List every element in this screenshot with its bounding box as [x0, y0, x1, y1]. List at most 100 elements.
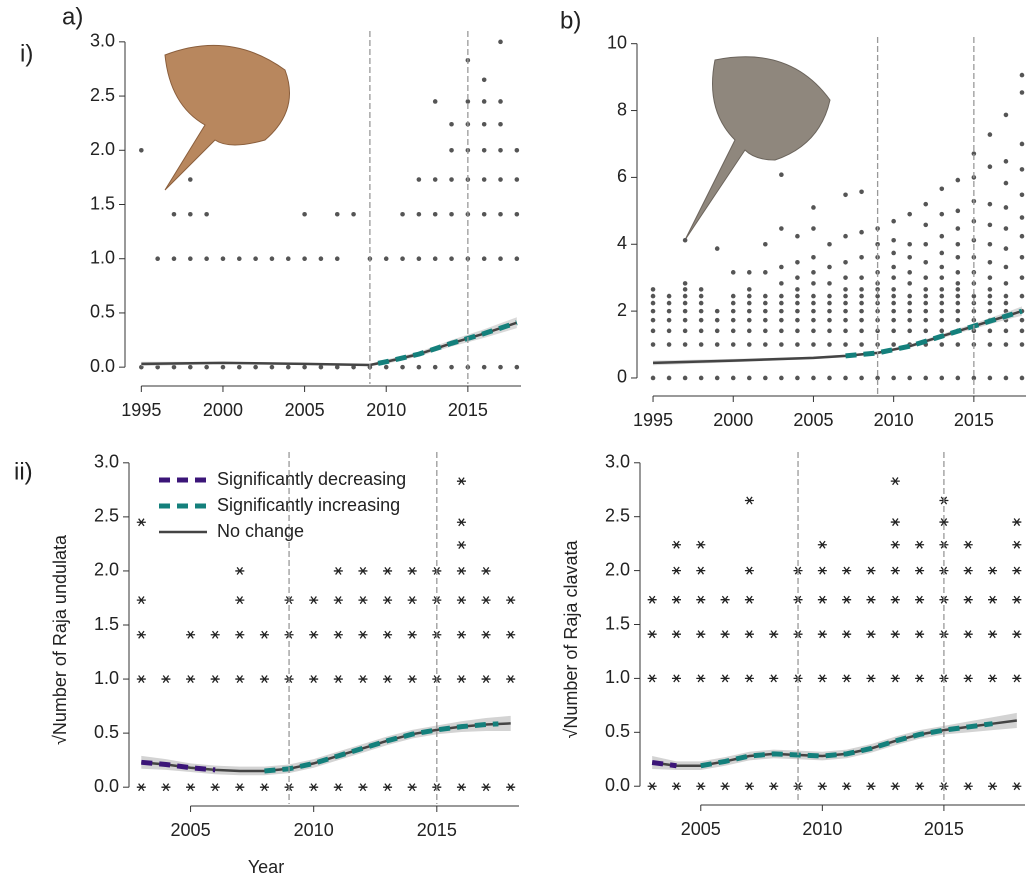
panel-label: ii): [14, 458, 33, 485]
point: [859, 254, 864, 260]
point: [1012, 518, 1022, 527]
point: [842, 595, 852, 604]
confidence-band: [652, 712, 1017, 771]
point: [779, 281, 784, 286]
point: [650, 342, 656, 347]
point: [1012, 540, 1022, 549]
point: [827, 375, 832, 381]
point: [647, 595, 657, 604]
point: [843, 233, 848, 239]
point: [498, 364, 503, 370]
point: [955, 300, 961, 306]
point: [188, 211, 193, 217]
point: [939, 293, 945, 299]
point: [506, 675, 516, 684]
point: [449, 147, 454, 153]
y-tick-label: 0.0: [94, 776, 119, 796]
point: [843, 287, 848, 292]
point: [1003, 328, 1009, 334]
point: [514, 177, 520, 182]
point: [449, 364, 454, 370]
point: [1003, 375, 1009, 381]
point: [1019, 317, 1025, 323]
point: [891, 250, 896, 256]
point: [259, 675, 269, 684]
point: [481, 77, 487, 83]
point: [939, 317, 945, 323]
point: [955, 342, 961, 347]
point: [842, 674, 852, 683]
point: [235, 566, 245, 575]
point: [465, 99, 471, 104]
point: [795, 342, 800, 347]
point: [333, 630, 343, 639]
point: [481, 211, 487, 217]
point: [416, 211, 422, 217]
point: [498, 211, 503, 217]
point: [779, 300, 784, 306]
point: [309, 596, 319, 605]
point: [514, 364, 520, 370]
point: [987, 328, 993, 334]
point: [432, 99, 438, 104]
fish-illustration: [164, 44, 290, 191]
point: [318, 364, 324, 370]
point: [1012, 566, 1022, 575]
point: [1012, 630, 1022, 639]
point: [432, 256, 438, 262]
point: [155, 364, 160, 370]
point: [383, 596, 393, 605]
point: [843, 300, 848, 306]
point: [779, 226, 784, 231]
point: [915, 540, 925, 549]
point: [1003, 300, 1009, 306]
point: [358, 783, 368, 792]
point: [253, 256, 258, 262]
point: [923, 201, 929, 207]
point: [161, 783, 171, 792]
trend-increasing: [700, 721, 993, 769]
point: [456, 518, 466, 527]
point: [730, 342, 736, 347]
point: [682, 293, 688, 299]
point: [907, 293, 912, 299]
point: [891, 275, 896, 280]
point: [769, 782, 779, 791]
point: [843, 293, 848, 299]
point: [666, 328, 672, 334]
point: [456, 596, 466, 605]
point: [714, 246, 720, 251]
point: [955, 287, 961, 292]
panel-label: a): [62, 3, 83, 30]
point: [334, 256, 340, 262]
point: [682, 308, 688, 314]
point: [891, 237, 896, 243]
point: [955, 208, 961, 214]
point: [136, 783, 146, 792]
point: [907, 270, 912, 275]
point: [696, 782, 706, 791]
point: [188, 364, 193, 370]
point: [358, 566, 368, 575]
point: [161, 675, 171, 684]
point: [746, 375, 752, 381]
panel: 0.0 0.5 1.0 1.5 2.0 2.5 3.0 1995 2000 2005 2010 201…: [90, 31, 521, 420]
point: [647, 674, 657, 683]
point: [875, 375, 880, 381]
point: [309, 630, 319, 639]
point: [859, 189, 864, 195]
y-tick-label: 4: [617, 233, 627, 253]
x-tick-label: 2015: [924, 819, 964, 839]
y-tick-label: 0.5: [90, 302, 115, 322]
point: [795, 260, 800, 265]
point: [714, 375, 720, 381]
point: [456, 477, 466, 486]
point: [955, 308, 961, 314]
point: [481, 256, 487, 262]
point: [650, 308, 656, 314]
trend-decreasing: [141, 759, 216, 773]
point: [696, 540, 706, 549]
point: [186, 675, 196, 684]
point: [285, 364, 291, 370]
point: [730, 317, 736, 323]
